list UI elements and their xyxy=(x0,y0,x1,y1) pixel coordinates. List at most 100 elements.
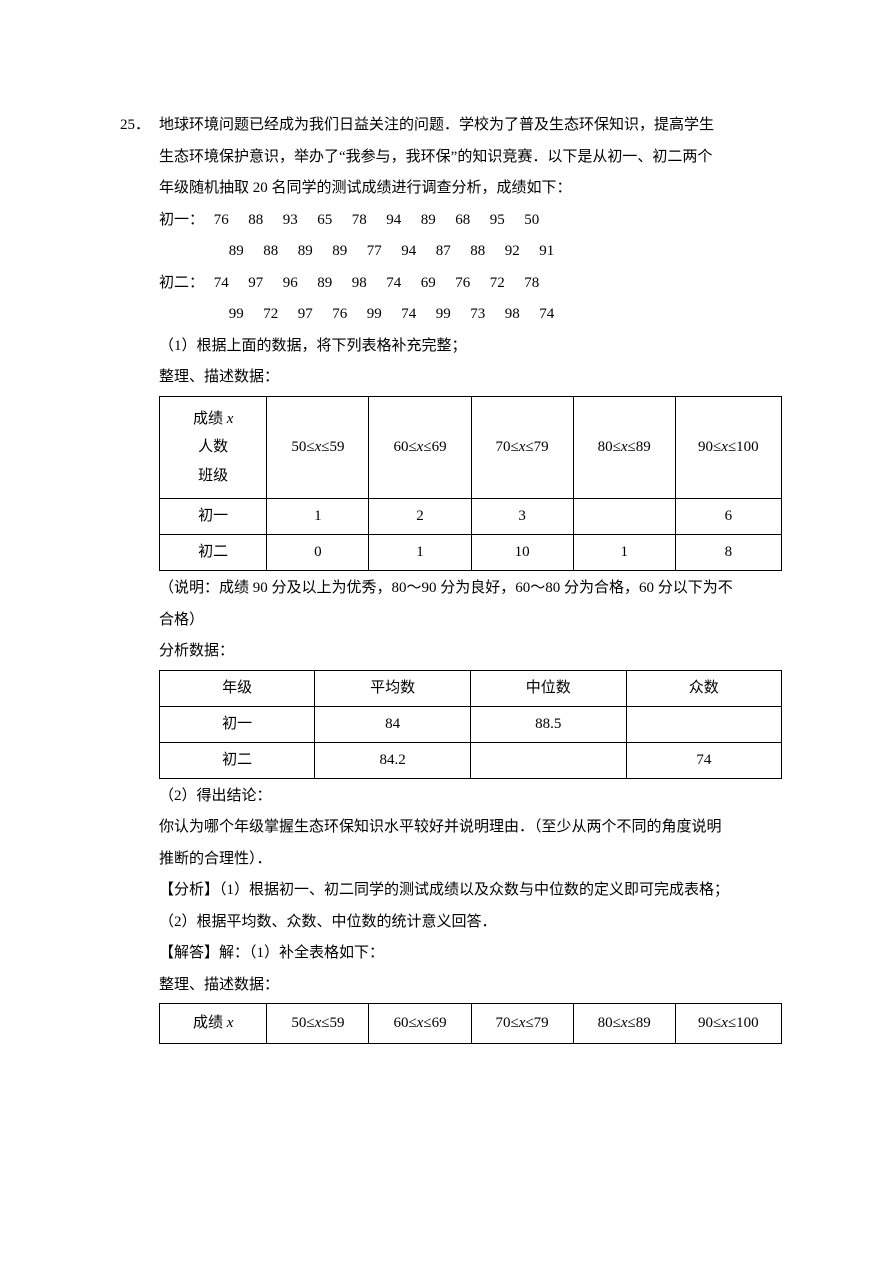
n: 94 xyxy=(377,205,412,237)
t1-head-col0: 成绩 x 人数 班级 xyxy=(160,396,267,499)
data-row-4: 99 72 97 76 99 74 99 73 98 74 xyxy=(120,299,782,331)
data-nums-4: 99 72 97 76 99 74 99 73 98 74 xyxy=(159,299,564,331)
sub-q1: （1）根据上面的数据，将下列表格补充完整； xyxy=(120,331,782,363)
n: 96 xyxy=(273,268,308,300)
n: 74 xyxy=(377,268,412,300)
data-label-2: 初二： xyxy=(159,268,204,300)
t1-head-c3: 70≤x≤79 xyxy=(471,396,573,499)
intro-line-2: 生态环境保护意识，举办了“我参与，我环保”的知识竞赛．以下是从初一、初二两个 xyxy=(120,142,782,174)
section-b-label: 分析数据： xyxy=(120,636,782,668)
note-line-1: （说明：成绩 90 分及以上为优秀，80～90 分为良好，60～80 分为合格，… xyxy=(120,573,782,605)
n: 89 xyxy=(323,236,358,268)
t2-h3: 众数 xyxy=(626,670,781,706)
t2-row-1: 初一 84 88.5 xyxy=(160,706,782,742)
n: 99 xyxy=(219,299,254,331)
t1-r1-v5: 6 xyxy=(675,499,781,535)
t2-r1-c2: 88.5 xyxy=(470,706,626,742)
n: 92 xyxy=(495,236,530,268)
t2-h0: 年级 xyxy=(160,670,315,706)
n: 72 xyxy=(480,268,515,300)
n: 99 xyxy=(426,299,461,331)
t3-head-col0: 成绩 x xyxy=(160,1004,267,1044)
n: 89 xyxy=(411,205,446,237)
n: 97 xyxy=(288,299,323,331)
n: 98 xyxy=(495,299,530,331)
n: 87 xyxy=(426,236,461,268)
n: 78 xyxy=(515,268,550,300)
n: 76 xyxy=(204,205,239,237)
t3-h0-var: x xyxy=(227,1015,234,1031)
t1-head-c4: 80≤x≤89 xyxy=(573,396,675,499)
t2-r1-c0: 初一 xyxy=(160,706,315,742)
n: 88 xyxy=(254,236,289,268)
t2-r2-c1: 84.2 xyxy=(315,742,471,778)
question-number: 25． xyxy=(120,110,159,142)
t1-r1-v3: 3 xyxy=(471,499,573,535)
concl-line-2: 推断的合理性）． xyxy=(120,844,782,876)
data-row-1: 初一： 76 88 93 65 78 94 89 68 95 50 xyxy=(120,205,782,237)
n: 91 xyxy=(530,236,565,268)
t1-r1-v4 xyxy=(573,499,675,535)
t2-r1-c3 xyxy=(626,706,781,742)
t2-row-2: 初二 84.2 74 xyxy=(160,742,782,778)
question-line-1: 25．地球环境问题已经成为我们日益关注的问题．学校为了普及生态环保知识，提高学生 xyxy=(120,110,782,142)
n: 76 xyxy=(446,268,481,300)
data-nums-2: 89 88 89 89 77 94 87 88 92 91 xyxy=(159,236,564,268)
t3-head-c4: 80≤x≤89 xyxy=(573,1004,675,1044)
t1-r1-v2: 2 xyxy=(369,499,471,535)
concl-line-1: 你认为哪个年级掌握生态环保知识水平较好并说明理由．（至少从两个不同的角度说明 xyxy=(120,812,782,844)
n: 89 xyxy=(288,236,323,268)
t1-h0-l1: 成绩 xyxy=(193,411,227,427)
t2-r1-c1: 84 xyxy=(315,706,471,742)
t1-h0-var: x xyxy=(227,411,234,427)
n: 89 xyxy=(219,236,254,268)
n: 89 xyxy=(308,268,343,300)
n: 98 xyxy=(342,268,377,300)
n: 74 xyxy=(530,299,565,331)
t1-r2-v3: 10 xyxy=(471,535,573,571)
section-a-label: 整理、描述数据： xyxy=(120,362,782,394)
data-label-1: 初一： xyxy=(159,205,204,237)
solution-line: 【解答】解：（1）补全表格如下： xyxy=(120,938,782,970)
t3-head-c3: 70≤x≤79 xyxy=(471,1004,573,1044)
t1-h0-l2: 人数 xyxy=(198,439,228,455)
t3-h0-l1: 成绩 xyxy=(193,1015,227,1031)
data-row-3: 初二： 74 97 96 89 98 74 69 76 72 78 xyxy=(120,268,782,300)
n: 88 xyxy=(461,236,496,268)
data-row-2: 89 88 89 89 77 94 87 88 92 91 xyxy=(120,236,782,268)
t1-row-1: 初一 1 2 3 6 xyxy=(160,499,782,535)
n: 72 xyxy=(254,299,289,331)
n: 68 xyxy=(446,205,481,237)
sub-q2: （2）得出结论： xyxy=(120,781,782,813)
t1-r2-v4: 1 xyxy=(573,535,675,571)
n: 50 xyxy=(515,205,550,237)
n: 78 xyxy=(342,205,377,237)
note-line-2: 合格） xyxy=(120,605,782,637)
analysis-line-2: （2）根据平均数、众数、中位数的统计意义回答． xyxy=(120,907,782,939)
t1-head-c1: 50≤x≤59 xyxy=(267,396,369,499)
table-frequency-answer: 成绩 x 50≤x≤59 60≤x≤69 70≤x≤79 80≤x≤89 90≤… xyxy=(159,1003,782,1044)
intro-line-3: 年级随机抽取 20 名同学的测试成绩进行调查分析，成绩如下： xyxy=(120,173,782,205)
t1-head-c5: 90≤x≤100 xyxy=(675,396,781,499)
table-stats: 年级 平均数 中位数 众数 初一 84 88.5 初二 84.2 74 xyxy=(159,670,782,779)
data-nums-1: 76 88 93 65 78 94 89 68 95 50 xyxy=(204,205,549,237)
t2-r2-c0: 初二 xyxy=(160,742,315,778)
n: 73 xyxy=(461,299,496,331)
t1-row-2: 初二 0 1 10 1 8 xyxy=(160,535,782,571)
n: 95 xyxy=(480,205,515,237)
data-nums-3: 74 97 96 89 98 74 69 76 72 78 xyxy=(204,268,549,300)
t1-r2-label: 初二 xyxy=(160,535,267,571)
t2-r2-c3: 74 xyxy=(626,742,781,778)
t2-h2: 中位数 xyxy=(470,670,626,706)
t1-r2-v5: 8 xyxy=(675,535,781,571)
n: 99 xyxy=(357,299,392,331)
n: 65 xyxy=(308,205,343,237)
t1-r2-v2: 1 xyxy=(369,535,471,571)
n: 93 xyxy=(273,205,308,237)
n: 74 xyxy=(204,268,239,300)
t1-head-c2: 60≤x≤69 xyxy=(369,396,471,499)
t2-h1: 平均数 xyxy=(315,670,471,706)
t3-head-c1: 50≤x≤59 xyxy=(267,1004,369,1044)
n: 77 xyxy=(357,236,392,268)
t3-head-c5: 90≤x≤100 xyxy=(675,1004,781,1044)
